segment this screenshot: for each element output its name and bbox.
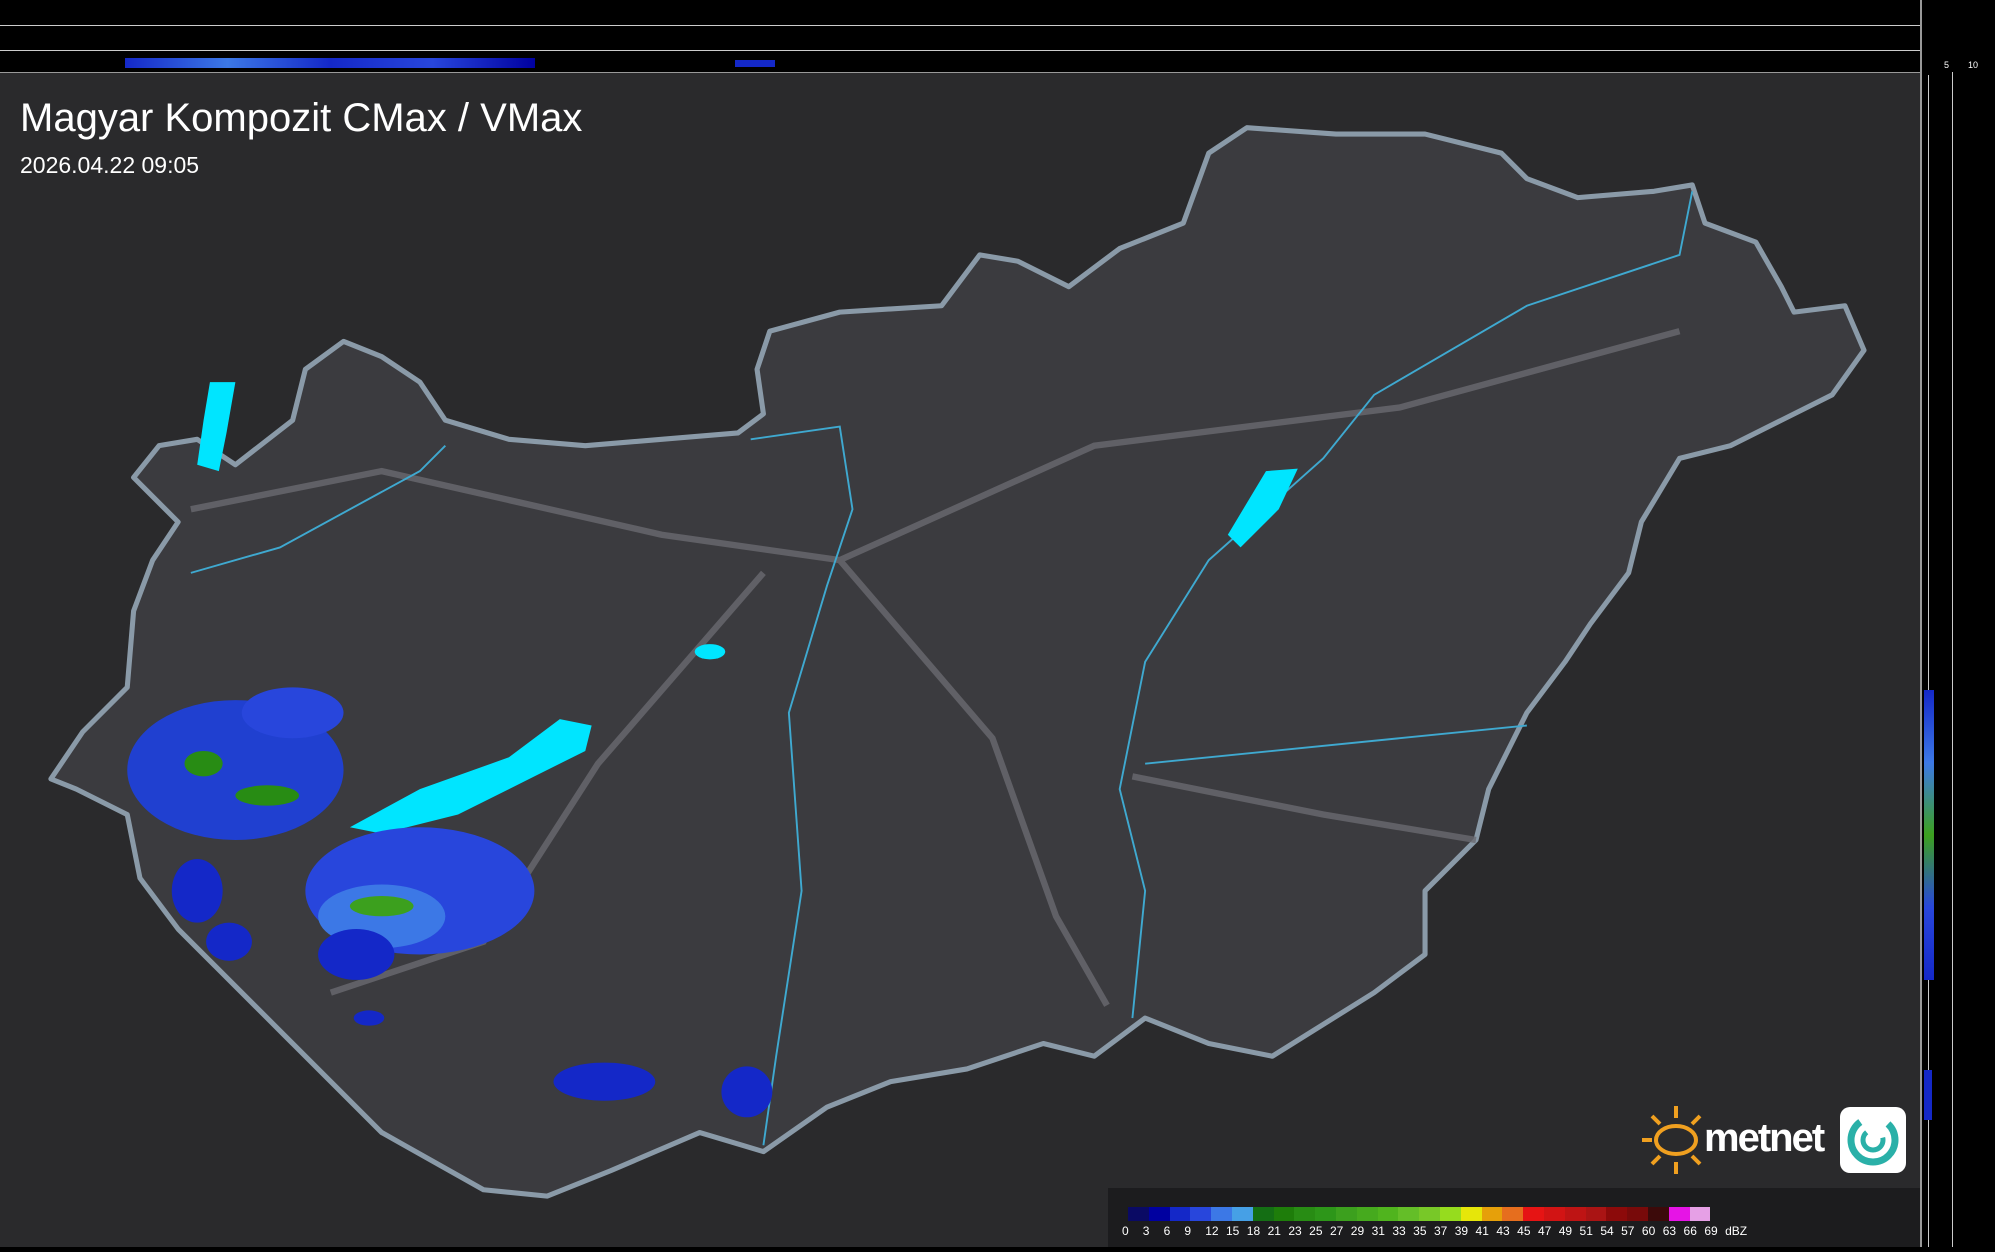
legend-swatch bbox=[1128, 1207, 1149, 1221]
legend-swatch bbox=[1231, 1207, 1253, 1221]
profile-echo bbox=[1924, 1070, 1932, 1120]
legend-swatch bbox=[1439, 1207, 1461, 1221]
legend-swatch bbox=[1668, 1207, 1690, 1221]
logo-text: metnet bbox=[1704, 1116, 1825, 1160]
legend-swatch bbox=[1523, 1207, 1544, 1221]
lakes bbox=[197, 382, 1298, 834]
legend-label: 29 bbox=[1350, 1224, 1365, 1238]
tick-label: 10 bbox=[1968, 60, 1979, 70]
legend-swatch bbox=[1398, 1207, 1420, 1221]
legend-swatch bbox=[1252, 1207, 1274, 1221]
legend-label: 51 bbox=[1579, 1224, 1593, 1238]
tick-label: 5 bbox=[1944, 60, 1950, 70]
legend-label: 66 bbox=[1683, 1224, 1697, 1238]
legend-label: 41 bbox=[1475, 1224, 1489, 1238]
legend-label: 37 bbox=[1433, 1224, 1448, 1238]
legend-label: 12 bbox=[1205, 1224, 1219, 1238]
legend-swatch bbox=[1647, 1207, 1669, 1221]
legend-swatch bbox=[1543, 1207, 1565, 1221]
legend-swatch bbox=[1689, 1207, 1711, 1221]
legend-label: 60 bbox=[1641, 1224, 1656, 1238]
radar-map[interactable] bbox=[0, 73, 1920, 1247]
legend-label: 6 bbox=[1163, 1224, 1171, 1238]
gridline bbox=[0, 72, 1920, 73]
legend-label: 47 bbox=[1537, 1224, 1552, 1238]
legend-swatch bbox=[1169, 1207, 1191, 1221]
timestamp: 2026.04.22 09:05 bbox=[20, 152, 200, 178]
radar-echoes bbox=[127, 687, 773, 1118]
legend-swatch bbox=[1460, 1207, 1482, 1221]
legend-label: 18 bbox=[1246, 1224, 1261, 1238]
legend-swatch bbox=[1356, 1207, 1378, 1221]
legend-swatch bbox=[1585, 1207, 1607, 1221]
page-title: Magyar Kompozit CMax / VMax bbox=[20, 96, 583, 140]
legend-label: 0 bbox=[1122, 1224, 1129, 1238]
legend-label: 9 bbox=[1184, 1224, 1192, 1238]
legend-label: 27 bbox=[1329, 1224, 1344, 1238]
profile-echo bbox=[735, 60, 775, 67]
legend-label: 33 bbox=[1392, 1224, 1406, 1238]
legend-swatches bbox=[1128, 1207, 1711, 1221]
legend-swatch bbox=[1211, 1207, 1232, 1221]
legend-label: 21 bbox=[1267, 1224, 1281, 1238]
legend-unit: dBZ bbox=[1725, 1224, 1748, 1238]
profile-echo bbox=[125, 58, 535, 68]
legend-label: 43 bbox=[1496, 1224, 1510, 1238]
profile-echo bbox=[1924, 690, 1934, 980]
legend-swatch bbox=[1627, 1207, 1648, 1221]
legend-swatch bbox=[1294, 1207, 1316, 1221]
legend-label: 57 bbox=[1621, 1224, 1635, 1238]
legend-swatch bbox=[1190, 1207, 1212, 1221]
legend-swatch bbox=[1419, 1207, 1440, 1221]
legend-label: 23 bbox=[1288, 1224, 1302, 1238]
color-legend: 0 3 6 9 12 15 18 21 23 25 27 29 31 33 35 37 39 41 43 45 47 49… bbox=[1108, 1188, 1920, 1247]
legend-swatch bbox=[1335, 1207, 1357, 1221]
legend-swatch bbox=[1606, 1207, 1628, 1221]
legend-swatch bbox=[1564, 1207, 1586, 1221]
legend-label: 39 bbox=[1454, 1224, 1469, 1238]
legend-label: 3 bbox=[1142, 1224, 1150, 1238]
legend-swatch bbox=[1502, 1207, 1524, 1221]
swirl-badge-icon bbox=[1840, 1107, 1906, 1173]
legend-label: 31 bbox=[1371, 1224, 1385, 1238]
legend-swatch bbox=[1481, 1207, 1503, 1221]
legend-swatch bbox=[1315, 1207, 1336, 1221]
legend-label: 69 bbox=[1704, 1224, 1718, 1238]
metnet-logo: metnet bbox=[1638, 1104, 1908, 1176]
map-svg bbox=[0, 73, 1920, 1247]
legend-swatch bbox=[1148, 1207, 1170, 1221]
legend-label: 35 bbox=[1413, 1224, 1427, 1238]
legend-label: 15 bbox=[1225, 1224, 1240, 1238]
right-profile-strip: 5 10 bbox=[1920, 0, 1995, 1247]
legend-label: 25 bbox=[1309, 1224, 1323, 1238]
legend-label: 45 bbox=[1517, 1224, 1531, 1238]
legend-labels: 0 3 6 9 12 15 18 21 23 25 27 29 31 33 35 37 39 41 43 45 47 49… bbox=[1122, 1224, 1748, 1238]
sun-icon bbox=[1642, 1106, 1702, 1174]
gridline bbox=[0, 25, 1920, 26]
legend-label: 49 bbox=[1558, 1224, 1573, 1238]
county-borders bbox=[190, 328, 1681, 1007]
legend-swatch bbox=[1377, 1207, 1399, 1221]
legend-label: 63 bbox=[1662, 1224, 1677, 1238]
legend-swatch bbox=[1273, 1207, 1295, 1221]
top-profile-strip: 10 5 bbox=[0, 0, 1934, 73]
legend-label: 54 bbox=[1600, 1224, 1614, 1238]
gridline bbox=[0, 50, 1920, 51]
